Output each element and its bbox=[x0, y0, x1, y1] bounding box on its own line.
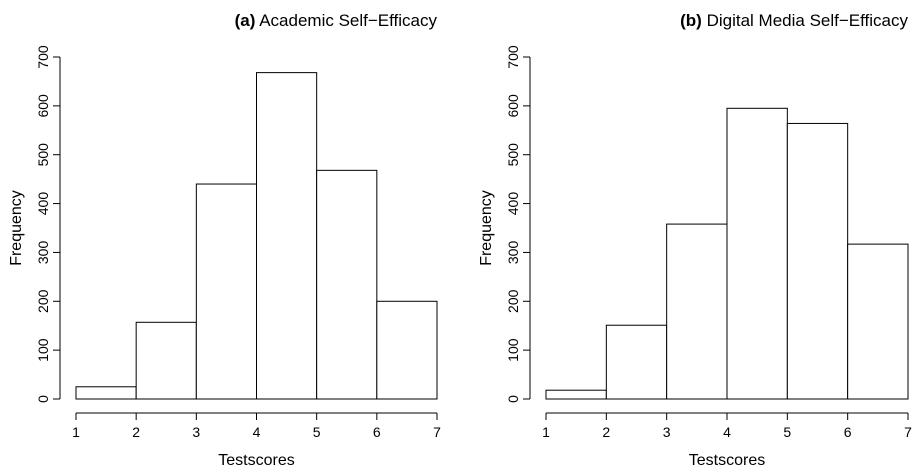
bar bbox=[605, 324, 668, 400]
y-tick-label: 600 bbox=[35, 94, 51, 118]
y-tick-label: 400 bbox=[35, 192, 51, 216]
panel-label: (a) bbox=[235, 11, 256, 30]
bar bbox=[786, 122, 849, 400]
x-tick-label: 3 bbox=[663, 424, 671, 440]
bar bbox=[847, 243, 909, 400]
x-tick-label: 5 bbox=[313, 424, 321, 440]
x-tick-label: 4 bbox=[723, 424, 731, 440]
x-tick-label: 2 bbox=[602, 424, 610, 440]
y-tick-label: 500 bbox=[35, 143, 51, 167]
y-tick-label: 200 bbox=[505, 289, 521, 313]
chart-title: (b) Digital Media Self−Efficacy bbox=[680, 11, 908, 30]
y-tick-label: 0 bbox=[505, 395, 521, 403]
y-tick-label: 200 bbox=[35, 289, 51, 313]
bar bbox=[195, 183, 257, 400]
x-axis-label: Testscores bbox=[689, 452, 765, 469]
bar bbox=[316, 169, 378, 400]
y-tick-label: 700 bbox=[505, 45, 521, 69]
x-tick-label: 1 bbox=[72, 424, 80, 440]
x-tick-label: 4 bbox=[253, 424, 261, 440]
y-axis-label: Frequency bbox=[8, 190, 25, 266]
bar bbox=[545, 389, 607, 400]
x-axis-label: Testscores bbox=[218, 452, 294, 469]
bar bbox=[256, 72, 318, 400]
x-tick-label: 7 bbox=[904, 424, 912, 440]
y-tick-label: 400 bbox=[505, 192, 521, 216]
y-tick-label: 300 bbox=[35, 241, 51, 265]
bar bbox=[75, 386, 137, 400]
bar bbox=[726, 107, 788, 400]
x-tick-label: 3 bbox=[192, 424, 200, 440]
y-tick-label: 100 bbox=[505, 338, 521, 362]
bar bbox=[376, 300, 438, 400]
y-tick-label: 600 bbox=[505, 94, 521, 118]
x-tick-label: 2 bbox=[132, 424, 140, 440]
bar bbox=[135, 321, 197, 400]
y-tick-label: 100 bbox=[35, 338, 51, 362]
x-tick-label: 5 bbox=[783, 424, 791, 440]
panel-label: (b) bbox=[680, 11, 702, 30]
y-tick-label: 300 bbox=[505, 241, 521, 265]
x-tick-label: 7 bbox=[433, 424, 441, 440]
y-tick-label: 700 bbox=[35, 45, 51, 69]
title-text: Digital Media Self−Efficacy bbox=[707, 11, 909, 30]
chart-title: (a) Academic Self−Efficacy bbox=[235, 11, 438, 30]
x-tick-label: 6 bbox=[844, 424, 852, 440]
x-tick-label: 6 bbox=[373, 424, 381, 440]
title-text: Academic Self−Efficacy bbox=[259, 11, 437, 30]
y-axis-label: Frequency bbox=[478, 190, 495, 266]
y-tick-label: 500 bbox=[505, 143, 521, 167]
x-tick-label: 1 bbox=[542, 424, 550, 440]
bar bbox=[666, 223, 728, 400]
y-tick-label: 0 bbox=[35, 395, 51, 403]
